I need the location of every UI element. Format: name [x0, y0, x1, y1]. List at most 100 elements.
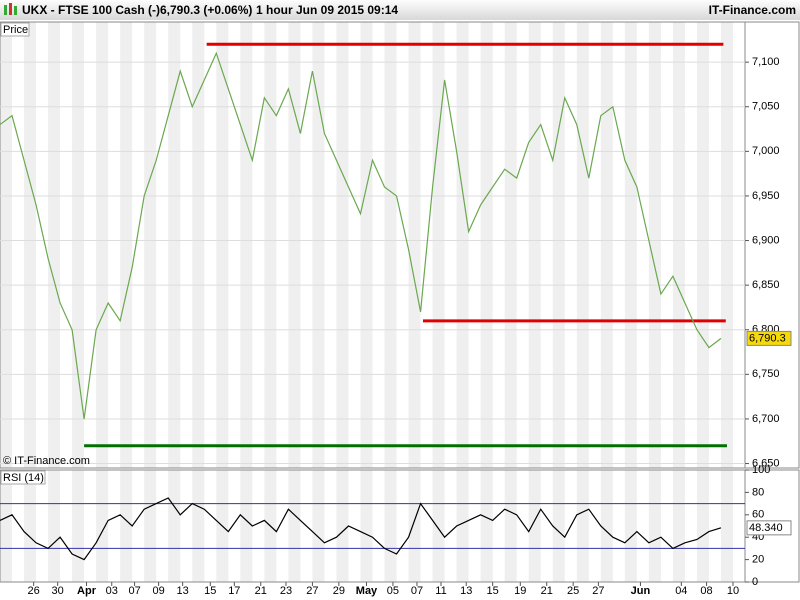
last-value-label: 6,790.3 [749, 332, 786, 344]
y-tick-label: 6,650 [752, 457, 780, 469]
day-stripe [312, 22, 325, 468]
day-stripe [600, 470, 613, 582]
x-tick-label: 21 [255, 585, 267, 597]
day-stripe [312, 470, 325, 582]
day-stripe [240, 470, 253, 582]
icon [14, 6, 17, 15]
day-stripe [456, 470, 469, 582]
day-stripe [576, 470, 589, 582]
day-stripe [720, 470, 733, 582]
x-tick-label: 23 [280, 585, 292, 597]
day-stripe [528, 22, 541, 468]
day-stripe [384, 470, 397, 582]
day-stripe [552, 22, 565, 468]
x-tick-label: 27 [592, 585, 604, 597]
day-stripe [720, 22, 733, 468]
day-stripe [408, 470, 421, 582]
header-timestamp: Jun 09 2015 09:14 [296, 3, 398, 17]
x-tick-label: 09 [152, 585, 164, 597]
series-line [0, 497, 722, 561]
day-stripe [624, 22, 637, 468]
day-stripe [408, 22, 421, 468]
day-stripe [672, 22, 685, 468]
day-stripe [552, 470, 565, 582]
day-stripe [528, 470, 541, 582]
day-stripe [216, 22, 229, 468]
day-stripe [456, 22, 469, 468]
day-stripe [432, 22, 445, 468]
day-stripe [192, 22, 205, 468]
day-stripe [360, 470, 373, 582]
panel-tag-bg [0, 470, 46, 485]
day-stripe [168, 22, 181, 468]
last-value-box [746, 520, 792, 536]
x-tick-label: 13 [460, 585, 472, 597]
day-stripe [360, 22, 373, 468]
panel-tag-bg [0, 22, 30, 37]
y-tick-label: 7,050 [752, 101, 780, 113]
panel-title: RSI (14) [3, 472, 44, 484]
day-stripe [24, 470, 37, 582]
day-stripe [288, 22, 301, 468]
day-stripe [696, 22, 709, 468]
day-stripe [264, 22, 277, 468]
day-stripe [384, 22, 397, 468]
axis-bg [744, 21, 800, 469]
icon [4, 5, 7, 15]
day-stripe [600, 22, 613, 468]
day-stripe [336, 22, 349, 468]
y-tick-label: 20 [752, 554, 764, 566]
day-stripe [144, 470, 157, 582]
day-stripe [96, 470, 109, 582]
x-tick-label: 11 [435, 585, 446, 597]
x-tick-label: 08 [700, 585, 712, 597]
x-tick-label: 30 [52, 585, 64, 597]
x-tick-label: 15 [204, 585, 216, 597]
x-tick-label: 21 [541, 585, 553, 597]
series-line [0, 51, 722, 420]
day-stripe [288, 470, 301, 582]
x-tick-label: 10 [727, 585, 739, 597]
y-tick-label: 6,950 [752, 190, 780, 202]
y-tick-label: 60 [752, 509, 764, 521]
day-stripe [120, 22, 133, 468]
day-stripe [504, 470, 517, 582]
y-tick-label: 6,700 [752, 413, 780, 425]
day-stripe [144, 22, 157, 468]
y-tick-label: 100 [752, 464, 770, 476]
y-tick-label: 6,850 [752, 279, 780, 291]
day-stripe [504, 22, 517, 468]
day-stripe [672, 470, 685, 582]
last-value-label: 48.340 [749, 522, 783, 534]
x-tick-label: 19 [514, 585, 526, 597]
icon [9, 3, 12, 15]
panel-title: Price [3, 24, 28, 36]
y-tick-label: 0 [752, 576, 758, 588]
header-interval: 1 hour [256, 3, 293, 17]
day-stripe [648, 470, 661, 582]
day-stripe [24, 22, 37, 468]
day-stripe [576, 22, 589, 468]
header-quote: 6,790.3 (+0.06%) [160, 3, 252, 17]
day-stripe [648, 22, 661, 468]
header-title: UKX - FTSE 100 Cash (-) [22, 3, 160, 17]
x-tick-label: Apr [77, 585, 97, 597]
x-tick-label: 13 [177, 585, 189, 597]
day-stripe [240, 22, 253, 468]
day-stripe [480, 470, 493, 582]
header-brand: IT-Finance.com [709, 3, 796, 17]
x-tick-label: Jun [631, 585, 651, 597]
day-stripe [480, 22, 493, 468]
y-tick-label: 80 [752, 486, 764, 498]
x-tick-label: 25 [567, 585, 579, 597]
day-stripe [0, 470, 13, 582]
x-tick-label: 07 [411, 585, 423, 597]
x-tick-label: 03 [106, 585, 118, 597]
y-tick-label: 6,900 [752, 234, 780, 246]
day-stripe [48, 22, 61, 468]
day-stripe [72, 470, 85, 582]
header-bar [0, 0, 800, 20]
day-stripe [696, 470, 709, 582]
x-tick-label: 15 [487, 585, 499, 597]
